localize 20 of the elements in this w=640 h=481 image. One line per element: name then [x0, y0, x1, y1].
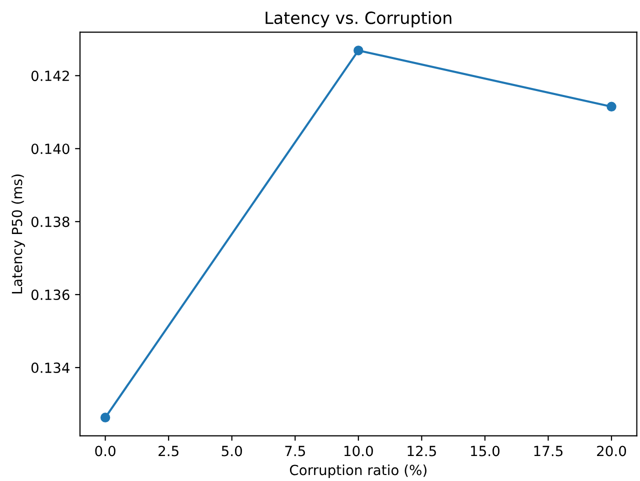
x-tick-label: 20.0 — [597, 446, 626, 456]
x-tick-label: 7.5 — [285, 446, 305, 456]
point — [606, 102, 616, 112]
x-tick-label: 0.0 — [95, 446, 116, 456]
x-tick-label: 5.0 — [222, 446, 242, 456]
x-tick-label: 15.0 — [471, 446, 500, 456]
chart-title: Latency vs. Corruption — [266, 11, 452, 28]
y-axis-title: Latency P50 (ms) — [12, 174, 25, 294]
y-tick-label: 0.136 — [31, 290, 70, 300]
x-axis-title: Corruption ratio (%) — [290, 464, 426, 478]
x-tick-label: 17.5 — [534, 446, 562, 456]
y-tick-label: 0.134 — [31, 362, 70, 374]
point — [354, 46, 364, 56]
x-tick-label: 12.5 — [408, 446, 436, 456]
point — [100, 412, 110, 422]
y-tick-label: 0.138 — [31, 216, 70, 228]
x-tick-label: 10.0 — [344, 446, 373, 456]
y-tick-label: 0.142 — [31, 70, 69, 82]
x-tick-label: 2.5 — [158, 446, 178, 456]
y-tick-label: 0.140 — [31, 144, 70, 154]
